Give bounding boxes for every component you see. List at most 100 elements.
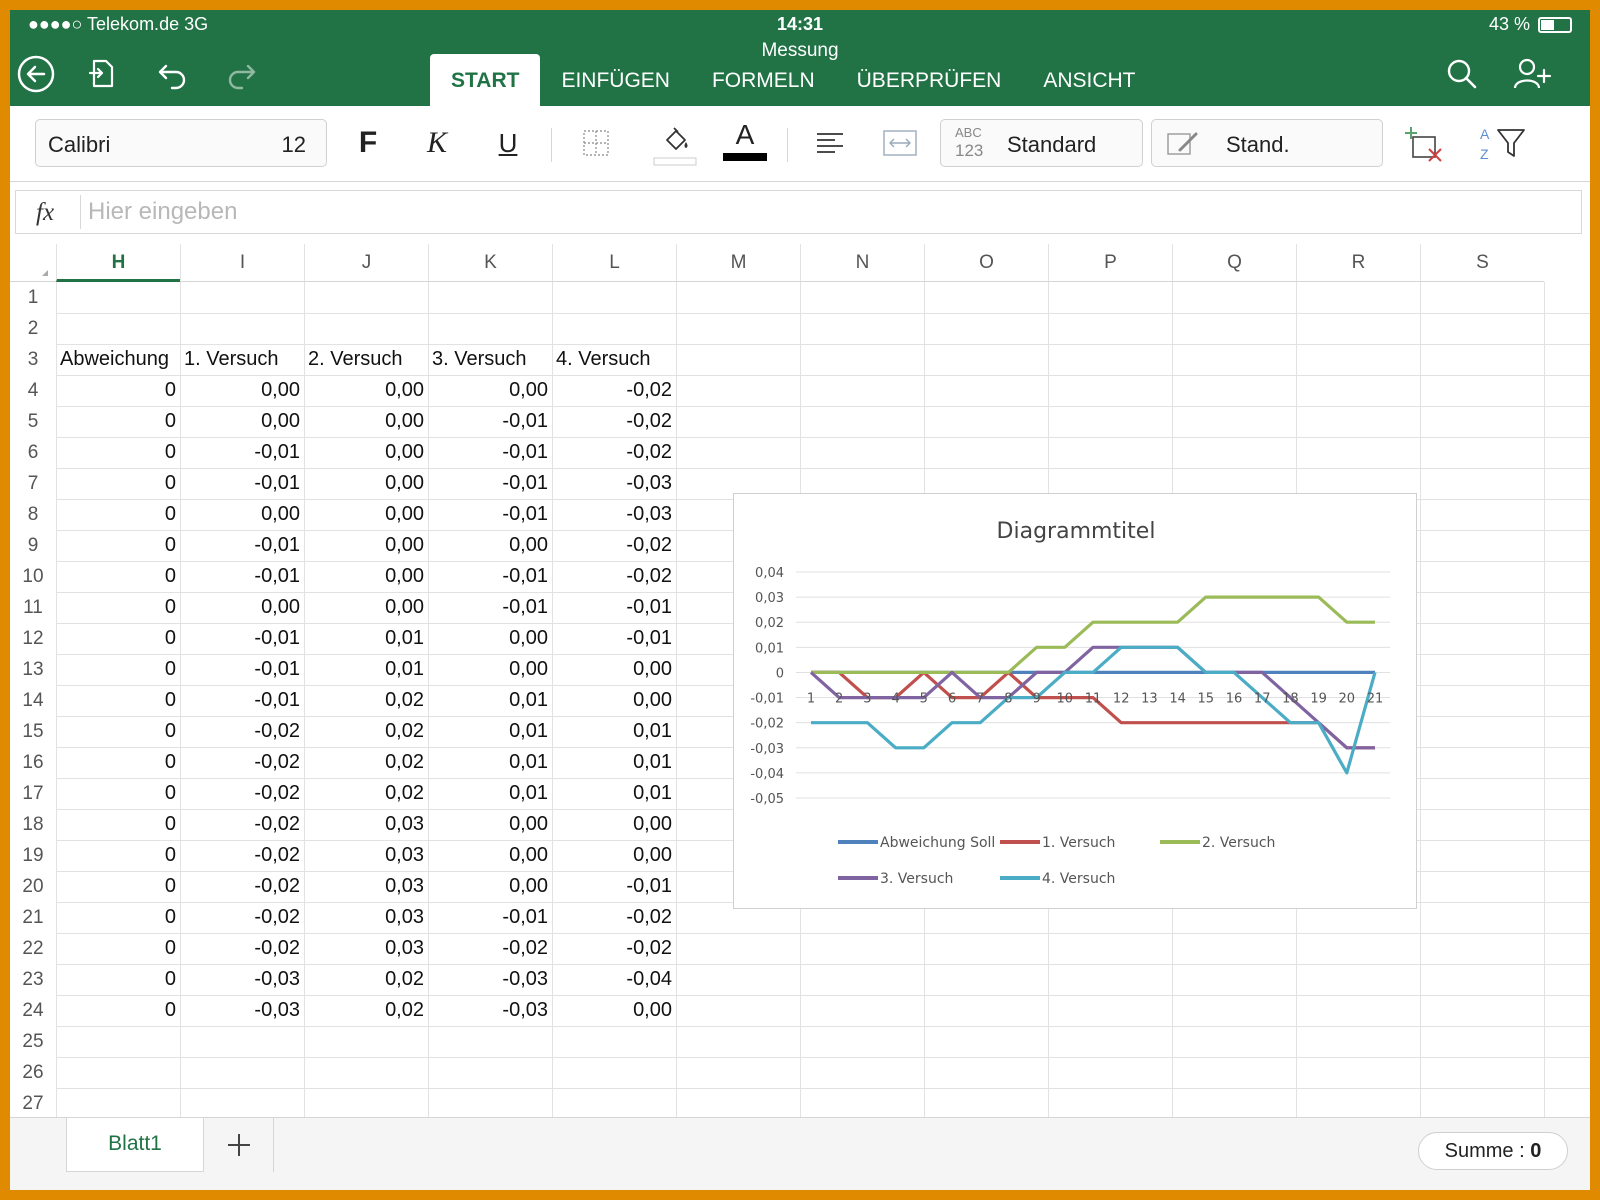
data-cell[interactable]: -0,02: [502, 937, 548, 959]
select-all-corner[interactable]: [10, 244, 56, 282]
data-cell[interactable]: 0: [164, 565, 176, 587]
data-cell[interactable]: 0,00: [385, 441, 424, 463]
data-cell[interactable]: -0,01: [502, 596, 548, 618]
data-cell[interactable]: 0,00: [385, 472, 424, 494]
data-cell[interactable]: 0,00: [633, 844, 672, 866]
data-cell[interactable]: 0,02: [385, 720, 424, 742]
data-cell[interactable]: 0: [164, 441, 176, 463]
data-cell[interactable]: 0: [164, 999, 176, 1021]
insert-delete-cells-button[interactable]: [1400, 120, 1450, 166]
line-chart[interactable]: Diagrammtitel 0,04 0,03 0,02 0,01 0 -0,01 -0,02…: [733, 493, 1417, 909]
row-header-8[interactable]: 8: [27, 504, 39, 525]
data-cell[interactable]: 0,00: [261, 410, 300, 432]
column-header-i[interactable]: I: [180, 244, 304, 282]
merge-cells-button[interactable]: [878, 120, 922, 166]
data-cell[interactable]: -0,02: [626, 565, 672, 587]
row-header-19[interactable]: 19: [22, 845, 44, 866]
data-cell[interactable]: -0,01: [502, 472, 548, 494]
data-cell[interactable]: -0,03: [254, 999, 300, 1021]
row-header-15[interactable]: 15: [22, 721, 44, 742]
data-cell[interactable]: 0,00: [261, 503, 300, 525]
data-cell[interactable]: 0,00: [385, 596, 424, 618]
data-cell[interactable]: -0,01: [254, 565, 300, 587]
data-cell[interactable]: 0,00: [633, 658, 672, 680]
data-cell[interactable]: 0,01: [509, 720, 548, 742]
data-cell[interactable]: -0,02: [254, 720, 300, 742]
data-cell[interactable]: 0: [164, 410, 176, 432]
data-cell[interactable]: 0,01: [509, 751, 548, 773]
series-line-4[interactable]: [809, 645, 1375, 750]
fill-color-button[interactable]: [652, 120, 698, 166]
data-cell[interactable]: 0: [164, 906, 176, 928]
data-cell[interactable]: 0: [164, 689, 176, 711]
column-header-o[interactable]: O: [924, 244, 1048, 282]
italic-button[interactable]: K: [426, 126, 447, 159]
data-cell[interactable]: -0,02: [626, 534, 672, 556]
series-line-3[interactable]: [811, 595, 1375, 674]
row-header-18[interactable]: 18: [22, 814, 44, 835]
file-menu-button[interactable]: [80, 52, 124, 96]
legend-label[interactable]: 2. Versuch: [1202, 835, 1275, 851]
data-cell[interactable]: 0: [164, 720, 176, 742]
cell-style-dropdown[interactable]: Stand.: [1151, 119, 1383, 167]
legend-label[interactable]: Abweichung Soll: [880, 835, 995, 851]
row-header-4[interactable]: 4: [27, 380, 39, 401]
column-header-q[interactable]: Q: [1172, 244, 1296, 282]
tab-start[interactable]: START: [430, 54, 541, 106]
sort-filter-button[interactable]: A Z: [1474, 120, 1530, 166]
underline-button[interactable]: U: [498, 127, 518, 158]
data-cell[interactable]: 0,00: [261, 596, 300, 618]
data-cell[interactable]: 0,00: [385, 379, 424, 401]
row-header-25[interactable]: 25: [22, 1031, 44, 1052]
align-left-button[interactable]: [808, 120, 852, 166]
data-cell[interactable]: -0,02: [626, 410, 672, 432]
data-cell[interactable]: 0,01: [509, 689, 548, 711]
row-header-16[interactable]: 16: [22, 752, 44, 773]
data-cell[interactable]: 0,03: [385, 844, 424, 866]
legend-label[interactable]: 4. Versuch: [1042, 871, 1115, 887]
header-cell[interactable]: 1. Versuch: [184, 348, 279, 370]
column-header-j[interactable]: J: [304, 244, 428, 282]
data-cell[interactable]: 0: [164, 937, 176, 959]
data-cell[interactable]: -0,01: [254, 441, 300, 463]
row-header-3[interactable]: 3: [27, 349, 39, 370]
data-cell[interactable]: -0,01: [502, 441, 548, 463]
data-cell[interactable]: 0: [164, 627, 176, 649]
data-cell[interactable]: 0,02: [385, 782, 424, 804]
header-cell[interactable]: 3. Versuch: [432, 348, 527, 370]
data-cell[interactable]: -0,01: [502, 410, 548, 432]
row-header-12[interactable]: 12: [22, 628, 44, 649]
row-header-6[interactable]: 6: [27, 442, 39, 463]
column-header-m[interactable]: M: [676, 244, 800, 282]
data-cell[interactable]: -0,02: [254, 906, 300, 928]
data-cell[interactable]: -0,01: [502, 906, 548, 928]
data-cell[interactable]: -0,02: [254, 751, 300, 773]
data-cell[interactable]: 0,00: [509, 379, 548, 401]
back-button[interactable]: [14, 52, 58, 96]
data-cell[interactable]: 0,01: [385, 658, 424, 680]
data-cell[interactable]: -0,01: [254, 472, 300, 494]
data-cell[interactable]: 0,01: [633, 782, 672, 804]
row-header-14[interactable]: 14: [22, 690, 44, 711]
data-cell[interactable]: -0,04: [626, 968, 672, 990]
row-header-17[interactable]: 17: [22, 783, 44, 804]
data-cell[interactable]: 0,00: [633, 689, 672, 711]
column-header-s[interactable]: S: [1420, 244, 1544, 282]
data-cell[interactable]: -0,01: [502, 565, 548, 587]
data-cell[interactable]: 0,00: [385, 534, 424, 556]
data-cell[interactable]: -0,02: [254, 782, 300, 804]
font-selector[interactable]: Calibri 12: [35, 119, 327, 167]
data-cell[interactable]: 0,03: [385, 906, 424, 928]
data-cell[interactable]: 0,00: [385, 503, 424, 525]
data-cell[interactable]: 0,00: [509, 813, 548, 835]
tab-ansicht[interactable]: ANSICHT: [1043, 69, 1136, 92]
data-cell[interactable]: 0,00: [509, 875, 548, 897]
data-cell[interactable]: 0,01: [385, 627, 424, 649]
row-header-1[interactable]: 1: [27, 287, 39, 308]
data-cell[interactable]: 0,00: [509, 658, 548, 680]
data-cell[interactable]: -0,01: [502, 503, 548, 525]
column-header-l[interactable]: L: [552, 244, 676, 282]
data-cell[interactable]: -0,03: [502, 968, 548, 990]
data-cell[interactable]: -0,02: [254, 937, 300, 959]
data-cell[interactable]: 0,00: [509, 534, 548, 556]
